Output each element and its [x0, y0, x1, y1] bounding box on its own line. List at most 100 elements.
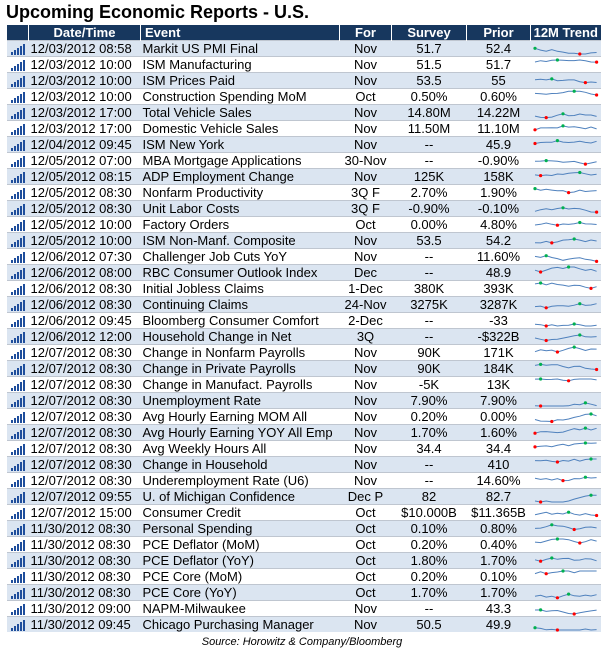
bar-chart-icon[interactable] — [10, 492, 26, 504]
row-icon-cell — [6, 424, 29, 441]
trend-low-marker — [544, 116, 548, 120]
bar-chart-icon[interactable] — [10, 140, 26, 152]
bar-chart-icon[interactable] — [10, 364, 26, 376]
bar-chart-icon[interactable] — [10, 380, 26, 392]
row-for: Nov — [339, 456, 392, 473]
row-icon-cell — [6, 440, 29, 457]
table-row: 12/05/2012 08:30 Unit Labor Costs 3Q F -0.9… — [6, 200, 601, 217]
trend-line — [534, 524, 597, 531]
row-event: U. of Michigan Confidence — [140, 488, 340, 505]
row-datetime: 12/07/2012 09:55 — [28, 488, 141, 505]
trend-sparkline — [534, 333, 597, 343]
row-datetime: 12/06/2012 12:00 — [28, 328, 141, 345]
trend-line — [534, 266, 597, 273]
row-for: Oct — [339, 88, 392, 105]
bar-chart-icon[interactable] — [10, 396, 26, 408]
bar-chart-icon[interactable] — [10, 620, 26, 632]
row-event: Chicago Purchasing Manager — [140, 616, 340, 632]
trend-high-marker — [555, 139, 559, 143]
table-row: 12/07/2012 08:30 Underemployment Rate (U6… — [6, 472, 601, 489]
bar-chart-icon[interactable] — [10, 300, 26, 312]
bar-chart-icon[interactable] — [10, 476, 26, 488]
trend-sparkline — [534, 281, 597, 290]
table-row: 12/03/2012 10:00 ISM Prices Paid Nov 53.5 55 — [6, 72, 601, 89]
row-icon-cell — [6, 152, 29, 169]
trend-low-marker — [538, 270, 542, 274]
row-event: Personal Spending — [140, 520, 340, 537]
bar-chart-icon[interactable] — [10, 220, 26, 232]
bar-chart-icon[interactable] — [10, 460, 26, 472]
trend-line — [534, 627, 597, 631]
bar-chart-icon[interactable] — [10, 76, 26, 88]
row-event: Avg Hourly Earning MOM All — [140, 408, 340, 425]
row-survey: 0.20% — [391, 408, 467, 425]
row-for: Nov — [339, 376, 392, 393]
trend-line — [534, 140, 597, 144]
table-row: 12/07/2012 15:00 Consumer Credit Oct $10.00… — [6, 504, 601, 521]
row-survey: -- — [391, 312, 467, 329]
bar-chart-icon[interactable] — [10, 44, 26, 56]
row-event: Unit Labor Costs — [140, 200, 340, 217]
table-row: 12/06/2012 08:00 RBC Consumer Outlook Ind… — [6, 264, 601, 281]
row-trend — [530, 136, 601, 153]
bar-chart-icon[interactable] — [10, 348, 26, 360]
bar-chart-icon[interactable] — [10, 316, 26, 328]
trend-low-marker — [566, 191, 570, 195]
bar-chart-icon[interactable] — [10, 172, 26, 184]
header-for: For — [339, 25, 392, 41]
trend-line — [534, 511, 597, 516]
row-survey: 3275K — [391, 296, 467, 313]
bar-chart-icon[interactable] — [10, 572, 26, 584]
bar-chart-icon[interactable] — [10, 108, 26, 120]
row-for: Nov — [339, 440, 392, 457]
trend-sparkline — [534, 556, 597, 563]
bar-chart-icon[interactable] — [10, 524, 26, 536]
bar-chart-icon[interactable] — [10, 444, 26, 456]
bar-chart-icon[interactable] — [10, 412, 26, 424]
trend-line — [534, 207, 597, 213]
row-datetime: 12/06/2012 07:30 — [28, 248, 141, 265]
row-event: Domestic Vehicle Sales — [140, 120, 340, 137]
row-for: 3Q — [339, 328, 392, 345]
trend-line — [534, 593, 597, 599]
row-event: Construction Spending MoM — [140, 88, 340, 105]
trend-low-marker — [572, 527, 576, 532]
trend-line — [534, 78, 597, 84]
bar-chart-icon[interactable] — [10, 204, 26, 216]
bar-chart-icon[interactable] — [10, 268, 26, 280]
bar-chart-icon[interactable] — [10, 556, 26, 568]
row-event: Initial Jobless Claims — [140, 280, 340, 297]
trend-line — [534, 609, 597, 615]
row-prior: -0.90% — [466, 152, 531, 169]
trend-line — [534, 255, 597, 262]
trend-high-marker — [560, 206, 565, 210]
table-row: 12/06/2012 08:30 Initial Jobless Claims 1-… — [6, 280, 601, 297]
trend-high-marker — [544, 254, 548, 258]
row-prior: 1.60% — [466, 424, 531, 441]
bar-chart-icon[interactable] — [10, 332, 26, 344]
trend-sparkline — [534, 475, 597, 483]
bar-chart-icon[interactable] — [10, 540, 26, 552]
bar-chart-icon[interactable] — [10, 188, 26, 200]
bar-chart-icon[interactable] — [10, 284, 26, 296]
bar-chart-icon[interactable] — [10, 428, 26, 440]
bar-chart-icon[interactable] — [10, 124, 26, 136]
bar-chart-icon[interactable] — [10, 604, 26, 616]
row-datetime: 12/03/2012 10:00 — [28, 56, 141, 73]
row-survey: 0.20% — [391, 568, 467, 585]
row-event: ISM Manufacturing — [140, 56, 340, 73]
bar-chart-icon[interactable] — [10, 252, 26, 264]
bar-chart-icon[interactable] — [10, 156, 26, 168]
bar-chart-icon[interactable] — [10, 508, 26, 520]
bar-chart-icon[interactable] — [10, 60, 26, 72]
row-for: Nov — [339, 392, 392, 409]
bar-chart-icon[interactable] — [10, 588, 26, 600]
trend-line — [534, 59, 597, 63]
row-for: Oct — [339, 520, 392, 537]
row-event: Unemployment Rate — [140, 392, 340, 409]
bar-chart-icon[interactable] — [10, 92, 26, 104]
trend-sparkline — [534, 206, 598, 214]
bar-chart-icon[interactable] — [10, 236, 26, 248]
trend-sparkline — [534, 58, 598, 64]
row-survey: 0.50% — [391, 88, 467, 105]
